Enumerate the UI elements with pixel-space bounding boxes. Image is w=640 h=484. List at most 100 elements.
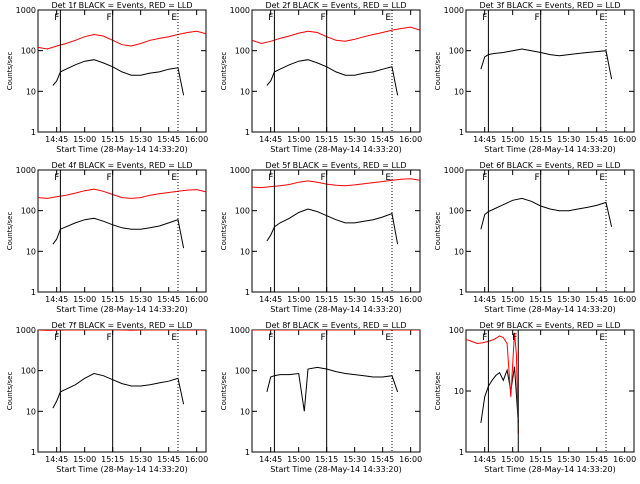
y-axis-label: Counts/sec [220,52,228,91]
y-tick-label: 1000 [16,166,36,175]
x-tick-label: 15:00 [287,135,310,144]
vline-label: F [482,173,487,183]
y-tick-label: 100 [235,207,250,216]
series-lld [38,189,206,198]
vline-label: F [106,173,111,183]
panel-2: Det 2f BLACK = Events, RED = LLD11010010… [220,1,422,154]
x-tick-label: 16:00 [613,455,636,464]
y-tick-label: 100 [235,367,250,376]
panel-9: Det 9f BLACK = Events, RED = LLD110100Co… [434,321,636,474]
vline-label: F [320,173,325,183]
x-axis-label: Start Time (28-May-14 14:33:20) [56,465,187,474]
x-tick-label: 15:00 [287,455,310,464]
y-tick-label: 10 [454,387,464,396]
y-tick-label: 10 [240,247,250,256]
x-tick-label: 15:45 [157,135,180,144]
vline-label: E [599,13,605,23]
y-tick-label: 1 [459,448,464,457]
series-lld [466,333,518,434]
x-tick-label: 15:45 [371,135,394,144]
panel-title: Det 3f BLACK = Events, RED = LLD [479,1,620,10]
y-tick-label: 1 [245,128,250,137]
x-tick-label: 16:00 [185,455,208,464]
panel-3: Det 3f BLACK = Events, RED = LLD11010010… [434,1,636,154]
series-lld [38,31,206,49]
y-axis-label: Counts/sec [434,52,442,91]
x-tick-label: 15:00 [287,295,310,304]
x-tick-label: 15:00 [501,135,524,144]
vline-label: F [534,173,539,183]
panel-title: Det 8f BLACK = Events, RED = LLD [265,321,406,330]
x-tick-label: 15:45 [585,135,608,144]
y-tick-label: 100 [21,207,36,216]
x-tick-label: 15:30 [343,455,366,464]
y-tick-label: 1 [245,288,250,297]
x-tick-label: 16:00 [185,135,208,144]
y-tick-label: 1 [459,128,464,137]
y-axis-label: Counts/sec [434,372,442,411]
panel-title: Det 1f BLACK = Events, RED = LLD [51,1,192,10]
vline-label: E [171,13,177,23]
x-tick-label: 16:00 [613,135,636,144]
panel-title: Det 4f BLACK = Events, RED = LLD [51,161,192,170]
panel-title: Det 5f BLACK = Events, RED = LLD [265,161,406,170]
x-tick-label: 14:45 [473,135,496,144]
x-axis-label: Start Time (28-May-14 14:33:20) [270,145,401,154]
x-tick-label: 16:00 [399,135,422,144]
x-tick-label: 14:45 [473,455,496,464]
x-tick-label: 15:45 [157,295,180,304]
x-tick-label: 14:45 [259,295,282,304]
x-tick-label: 15:00 [501,295,524,304]
y-tick-label: 100 [449,207,464,216]
y-tick-label: 1000 [444,166,464,175]
x-axis-label: Start Time (28-May-14 14:33:20) [484,465,615,474]
y-tick-label: 100 [21,367,36,376]
series-events [53,218,184,248]
panel-6: Det 6f BLACK = Events, RED = LLD11010010… [434,161,636,314]
panel-1: Det 1f BLACK = Events, RED = LLD11010010… [6,1,208,154]
x-axis-label: Start Time (28-May-14 14:33:20) [270,305,401,314]
x-tick-label: 14:45 [45,455,68,464]
y-tick-label: 1 [31,128,36,137]
x-tick-label: 15:30 [343,135,366,144]
y-tick-label: 1 [31,448,36,457]
x-tick-label: 16:00 [399,295,422,304]
y-axis-label: Counts/sec [6,52,14,91]
x-tick-label: 15:30 [557,455,580,464]
series-events [481,49,612,79]
x-tick-label: 15:30 [557,295,580,304]
y-tick-label: 1 [245,448,250,457]
vline-label: F [268,13,273,23]
vline-label: E [599,333,605,343]
vline-label: F [512,333,517,343]
y-tick-label: 1000 [230,6,250,15]
x-tick-label: 15:15 [101,135,124,144]
y-tick-label: 1 [459,288,464,297]
x-tick-label: 15:30 [129,455,152,464]
x-tick-label: 15:15 [315,455,338,464]
x-tick-label: 16:00 [185,295,208,304]
x-tick-label: 15:00 [73,295,96,304]
plot-frame [466,10,634,132]
x-tick-label: 14:45 [45,295,68,304]
vline-label: E [385,333,391,343]
series-events [267,60,398,96]
plot-frame [38,170,206,292]
x-tick-label: 16:00 [399,455,422,464]
vline-label: F [534,13,539,23]
x-tick-label: 15:00 [73,135,96,144]
vline-label: E [171,173,177,183]
x-tick-label: 15:15 [529,455,552,464]
x-tick-label: 14:45 [259,135,282,144]
x-axis-label: Start Time (28-May-14 14:33:20) [56,145,187,154]
y-axis-label: Counts/sec [220,372,228,411]
vline-label: E [385,13,391,23]
y-tick-label: 10 [240,87,250,96]
y-tick-label: 10 [240,407,250,416]
panel-7: Det 7f BLACK = Events, RED = LLD11010010… [6,321,208,474]
y-tick-label: 1000 [230,166,250,175]
x-tick-label: 15:00 [501,455,524,464]
y-tick-label: 1 [31,288,36,297]
x-tick-label: 15:30 [129,295,152,304]
x-tick-label: 15:45 [371,295,394,304]
